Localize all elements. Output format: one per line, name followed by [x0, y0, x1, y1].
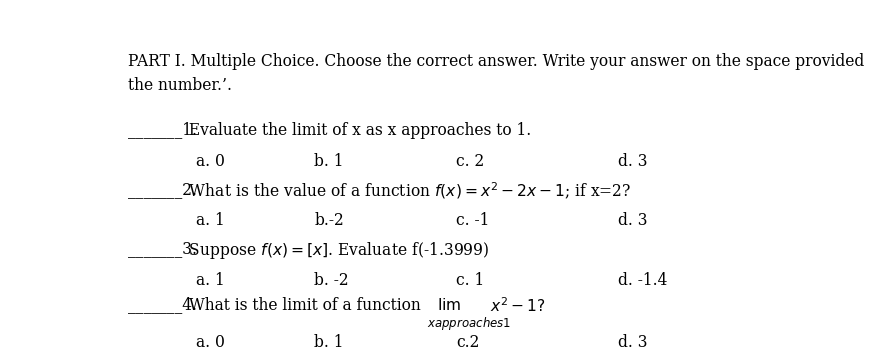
Text: b. 1: b. 1 [314, 153, 343, 170]
Text: b.-2: b.-2 [314, 213, 344, 229]
Text: d. 3: d. 3 [617, 153, 647, 170]
Text: c. 1: c. 1 [455, 272, 484, 289]
Text: a. 1: a. 1 [196, 213, 225, 229]
Text: c. 2: c. 2 [455, 153, 484, 170]
Text: d. -1.4: d. -1.4 [617, 272, 667, 289]
Text: d. 3: d. 3 [617, 213, 647, 229]
Text: d. 3: d. 3 [617, 334, 647, 351]
Text: b. 1: b. 1 [314, 334, 343, 351]
Text: $\mathit{xapproaches1}$: $\mathit{xapproaches1}$ [427, 315, 511, 332]
Text: a. 0: a. 0 [196, 334, 225, 351]
Text: _______3.: _______3. [128, 240, 196, 257]
Text: the number.’.: the number.’. [128, 77, 231, 95]
Text: c.2: c.2 [455, 334, 479, 351]
Text: _______2.: _______2. [128, 181, 196, 198]
Text: $x^2 - 1$?: $x^2 - 1$? [489, 296, 545, 315]
Text: What is the limit of a function: What is the limit of a function [184, 296, 421, 314]
Text: PART I. Multiple Choice. Choose the correct answer. Write your answer on the spa: PART I. Multiple Choice. Choose the corr… [128, 53, 869, 69]
Text: $\lim$: $\lim$ [436, 296, 461, 313]
Text: _______4.: _______4. [128, 296, 196, 314]
Text: Evaluate the limit of x as x approaches to 1.: Evaluate the limit of x as x approaches … [184, 121, 531, 139]
Text: b. -2: b. -2 [314, 272, 348, 289]
Text: a. 0: a. 0 [196, 153, 225, 170]
Text: What is the value of a function $f(x) = x^2 - 2x - 1$; if x=2?: What is the value of a function $f(x) = … [184, 181, 631, 202]
Text: Suppose $f(x) = [x]$. Evaluate f(-1.3999): Suppose $f(x) = [x]$. Evaluate f(-1.3999… [184, 240, 489, 261]
Text: c. -1: c. -1 [455, 213, 488, 229]
Text: _______1.: _______1. [128, 121, 196, 139]
Text: a. 1: a. 1 [196, 272, 225, 289]
